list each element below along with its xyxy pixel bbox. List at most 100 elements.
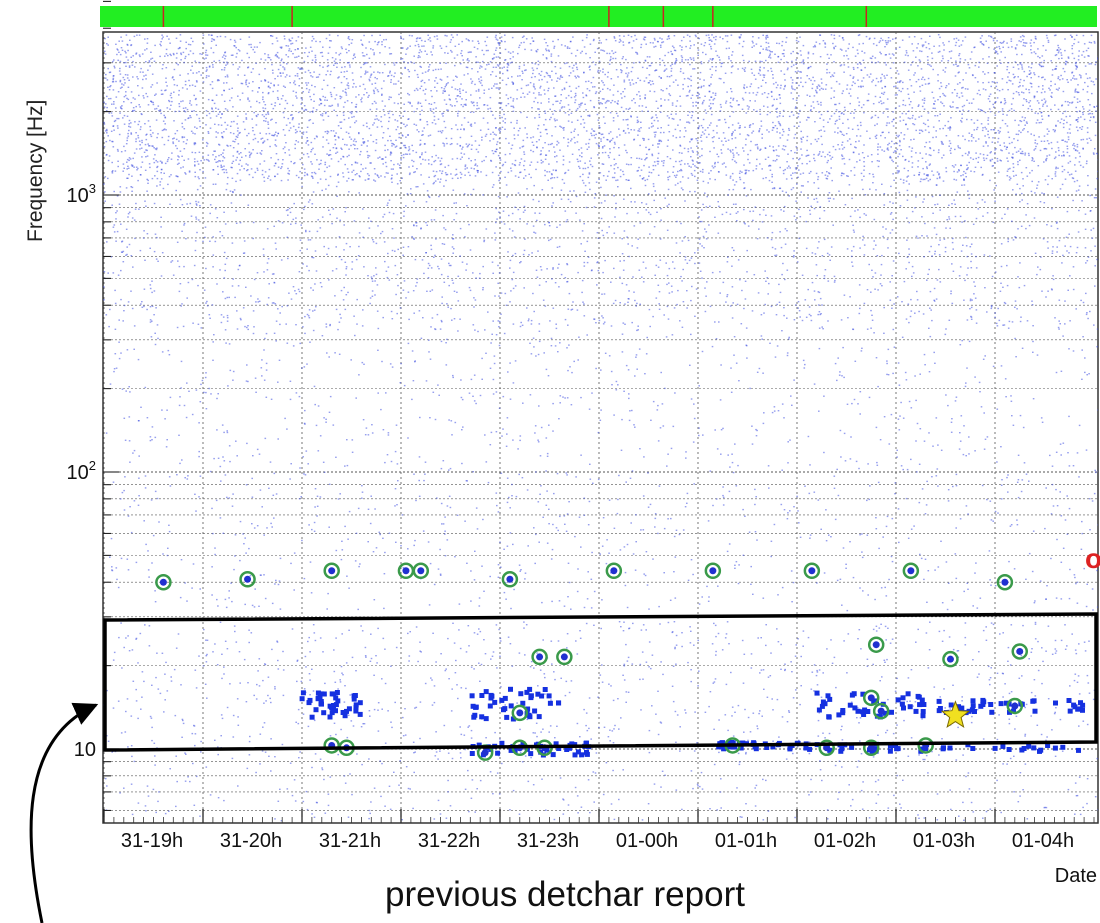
noise-mark <box>1093 153 1095 155</box>
noise-mark <box>329 149 331 152</box>
noise-mark <box>1035 145 1037 148</box>
noise-mark <box>979 153 982 155</box>
noise-mark <box>760 45 762 47</box>
noise-mark <box>365 72 367 74</box>
noise-mark <box>119 112 121 114</box>
noise-mark <box>128 123 130 125</box>
noise-mark <box>962 40 964 42</box>
noise-mark <box>447 109 449 111</box>
noise-mark <box>123 62 125 64</box>
noise-mark <box>441 170 444 172</box>
noise-mark <box>581 156 583 158</box>
noise-mark <box>532 40 534 42</box>
noise-mark <box>139 128 142 131</box>
noise-mark <box>127 98 130 101</box>
noise-mark <box>499 159 502 161</box>
noise-mark <box>1037 55 1039 58</box>
noise-mark <box>264 79 266 81</box>
noise-mark <box>1078 161 1081 163</box>
noise-mark <box>226 61 228 63</box>
noise-mark <box>427 159 430 161</box>
noise-mark <box>905 123 907 126</box>
noise-mark <box>833 61 835 63</box>
noise-mark <box>805 155 808 157</box>
noise-mark <box>166 160 169 163</box>
noise-mark <box>339 95 341 97</box>
noise-mark <box>186 139 188 141</box>
noise-mark <box>218 154 220 157</box>
noise-mark <box>205 49 208 52</box>
noise-mark <box>788 127 790 130</box>
noise-mark <box>196 127 198 129</box>
noise-mark <box>647 138 650 141</box>
noise-mark <box>640 43 643 46</box>
noise-mark <box>902 104 904 106</box>
noise-mark <box>858 104 860 107</box>
noise-mark <box>1000 160 1002 162</box>
noise-mark <box>1067 162 1070 164</box>
noise-mark <box>814 138 817 141</box>
noise-mark <box>616 102 619 104</box>
noise-mark <box>860 86 862 88</box>
noise-mark <box>529 82 532 84</box>
noise-mark <box>389 110 391 112</box>
noise-mark <box>505 83 508 86</box>
noise-mark <box>737 154 740 156</box>
noise-mark <box>696 150 699 153</box>
noise-mark <box>145 156 147 158</box>
noise-mark <box>758 129 761 132</box>
noise-mark <box>127 132 129 135</box>
noise-mark <box>286 102 289 105</box>
noise-mark <box>140 166 142 168</box>
noise-mark <box>692 105 694 107</box>
noise-mark <box>276 173 279 175</box>
noise-mark <box>295 95 297 97</box>
noise-mark <box>915 129 917 132</box>
noise-mark <box>739 170 742 172</box>
noise-mark <box>1028 66 1030 68</box>
noise-mark <box>680 159 683 162</box>
noise-mark <box>173 68 176 71</box>
noise-mark <box>760 125 763 127</box>
noise-mark <box>181 87 184 89</box>
noise-mark <box>553 146 555 148</box>
noise-mark <box>424 159 427 161</box>
noise-mark <box>482 60 484 63</box>
noise-mark <box>662 90 664 92</box>
noise-mark <box>847 47 850 50</box>
noise-mark <box>853 166 856 169</box>
noise-mark <box>138 34 141 36</box>
noise-mark <box>570 112 573 114</box>
noise-mark <box>1031 169 1033 172</box>
noise-mark <box>679 170 681 172</box>
noise-mark <box>544 112 547 114</box>
noise-mark <box>330 95 333 98</box>
noise-mark <box>667 179 670 181</box>
noise-mark <box>972 74 974 77</box>
noise-mark <box>275 145 278 147</box>
noise-mark <box>460 50 463 52</box>
noise-mark <box>415 38 418 40</box>
noise-mark <box>520 42 523 44</box>
noise-mark <box>588 89 591 92</box>
noise-mark <box>841 148 844 150</box>
noise-mark <box>762 79 764 81</box>
noise-mark <box>921 45 924 48</box>
noise-mark <box>174 110 176 113</box>
noise-mark <box>792 64 795 66</box>
noise-mark <box>192 40 194 43</box>
noise-mark <box>378 176 380 179</box>
noise-mark <box>478 80 481 83</box>
noise-mark <box>481 66 483 68</box>
noise-mark <box>849 102 851 105</box>
noise-mark <box>277 68 280 71</box>
noise-mark <box>618 41 621 43</box>
noise-mark <box>783 55 785 57</box>
noise-mark <box>734 160 736 162</box>
noise-mark <box>902 99 905 102</box>
noise-mark <box>1030 72 1032 74</box>
noise-mark <box>1064 178 1067 180</box>
noise-mark <box>231 177 234 179</box>
noise-mark <box>600 49 602 51</box>
noise-mark <box>1010 38 1013 40</box>
